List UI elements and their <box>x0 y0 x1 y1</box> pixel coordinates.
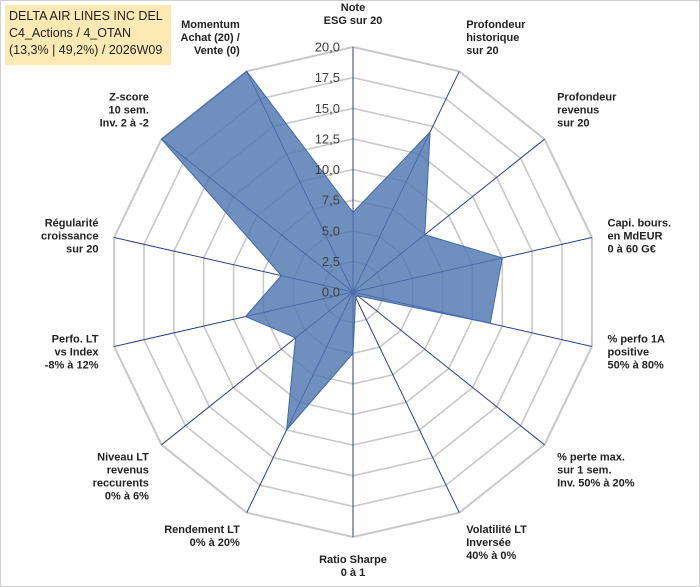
chart-title-line-3: (13,3% | 49,2%) / 2026W09 <box>9 43 163 57</box>
axis-label-5: % perfo 1A positive 50% à 80% <box>608 334 666 372</box>
axis-label-10: Niveau LT revenus reccurents 0% à 6% <box>93 452 150 503</box>
axis-label-line: % perfo 1A <box>608 334 666 346</box>
axis-label-line: 40% à 0% <box>466 550 516 562</box>
axis-label-8: Ratio Sharpe 0 à 1 <box>319 554 387 579</box>
chart-title-box: DELTA AIR LINES INC DEL C4_Actions / 4_O… <box>5 5 171 65</box>
data-point-9 <box>286 429 288 431</box>
axis-label-line: sur 20 <box>557 117 589 129</box>
axis-spoke-6 <box>352 291 545 446</box>
tick-label: 20,0 <box>315 40 340 55</box>
axis-label-line: Rendement LT <box>164 524 240 536</box>
tick-label: 7,5 <box>322 193 340 208</box>
tick-label: 17,5 <box>315 70 340 85</box>
chart-title-line-2: C4_Actions / 4_OTAN <box>9 26 132 40</box>
data-point-5 <box>489 322 491 324</box>
axis-label-line: 50% à 80% <box>608 360 664 372</box>
axis-label-line: vs Index <box>54 347 99 359</box>
axis-label-line: ESG sur 20 <box>324 15 383 27</box>
series-area <box>160 70 503 432</box>
axis-label-line: sur 20 <box>466 45 498 57</box>
axis-label-line: Vente (0) <box>194 45 240 57</box>
tick-label: 12,5 <box>315 131 340 146</box>
axis-label-line: Profondeur <box>466 19 526 31</box>
axis-label-13: Z-score 10 sem. Inv. 2 à -2 <box>100 91 149 129</box>
axis-label-12: Régularité croissance sur 20 <box>41 217 98 255</box>
axis-label-3: Profondeur revenus sur 20 <box>557 91 617 129</box>
axis-label-11: Perfo. LT vs Index -8% à 12% <box>45 334 100 372</box>
axis-label-7: Volatilité LT Inversée 40% à 0% <box>466 524 527 562</box>
axis-label-9: Rendement LT 0% à 20% <box>164 524 240 549</box>
axis-label-line: -8% à 12% <box>45 360 99 372</box>
axis-label-line: sur 1 sem. <box>557 465 611 477</box>
tick-label: 2,5 <box>322 254 340 269</box>
data-point-2 <box>429 131 431 133</box>
axis-label-4: Capi. bours. en MdEUR 0 à 60 G€ <box>608 217 672 255</box>
data-point-6 <box>357 295 359 297</box>
tick-label: 10,0 <box>315 162 340 177</box>
radar-tick-labels: 0,0 2,5 5,0 7,5 10,0 12,5 15,0 17,5 20,0 <box>315 40 340 300</box>
axis-label-line: Inversée <box>466 537 511 549</box>
radar-series <box>160 70 503 432</box>
tick-label: 5,0 <box>322 223 340 238</box>
data-point-10 <box>295 337 296 339</box>
axis-label-line: Niveau LT <box>97 452 149 464</box>
chart-title-line-1: DELTA AIR LINES INC DEL <box>9 9 163 23</box>
axis-label-line: Perfo. LT <box>52 334 99 346</box>
axis-label-line: en MdEUR <box>608 230 663 242</box>
axis-label-line: Volatilité LT <box>466 524 527 536</box>
axis-label-line: 0% à 6% <box>105 491 149 503</box>
data-point-1 <box>352 211 354 213</box>
axis-label-line: 0 à 1 <box>341 567 365 579</box>
axis-label-line: croissance <box>41 230 98 242</box>
axis-label-2: Profondeur historique sur 20 <box>466 19 526 57</box>
axis-label-line: Inv. 2 à -2 <box>100 117 149 129</box>
axis-label-line: Profondeur <box>557 91 617 103</box>
axis-label-line: Achat (20) / <box>181 32 240 44</box>
axis-label-line: Momentum <box>181 19 240 31</box>
axis-label-14: Momentum Achat (20) / Vente (0) <box>181 19 241 57</box>
axis-label-line: 0 à 60 G€ <box>608 243 656 255</box>
data-point-3 <box>424 234 426 236</box>
axis-label-line: reccurents <box>93 478 149 490</box>
axis-label-line: Régularité <box>45 217 99 229</box>
data-point-13 <box>161 138 162 140</box>
axis-label-line: 0% à 20% <box>190 537 240 549</box>
axis-label-line: Capi. bours. <box>608 217 672 229</box>
axis-label-line: % perte max. <box>557 452 625 464</box>
data-point-11 <box>245 316 246 317</box>
axis-label-line: Note <box>341 2 365 14</box>
axis-label-1: Note ESG sur 20 <box>324 2 383 27</box>
axis-label-line: Ratio Sharpe <box>319 554 387 566</box>
axis-label-line: revenus <box>107 465 149 477</box>
tick-label: 15,0 <box>315 101 340 116</box>
axis-label-line: revenus <box>557 104 599 116</box>
data-point-8 <box>352 352 354 354</box>
axis-spoke-7 <box>352 291 460 513</box>
axis-label-line: Inv. 50% à 20% <box>557 478 635 490</box>
axis-label-6: % perte max. sur 1 sem. Inv. 50% à 20% <box>557 452 635 490</box>
data-point-12 <box>280 275 282 277</box>
data-point-7 <box>355 297 357 298</box>
axis-label-line: positive <box>608 347 650 359</box>
data-point-4 <box>501 257 503 259</box>
data-point-14 <box>246 70 248 72</box>
tick-label: 0,0 <box>322 285 340 300</box>
axis-label-line: Z-score <box>109 91 149 103</box>
radar-axis-labels: Note ESG sur 20 Profondeur historique sur 20… <box>41 2 671 579</box>
axis-label-line: 10 sem. <box>109 104 149 116</box>
axis-label-line: historique <box>466 32 519 44</box>
axis-label-line: sur 20 <box>66 243 98 255</box>
